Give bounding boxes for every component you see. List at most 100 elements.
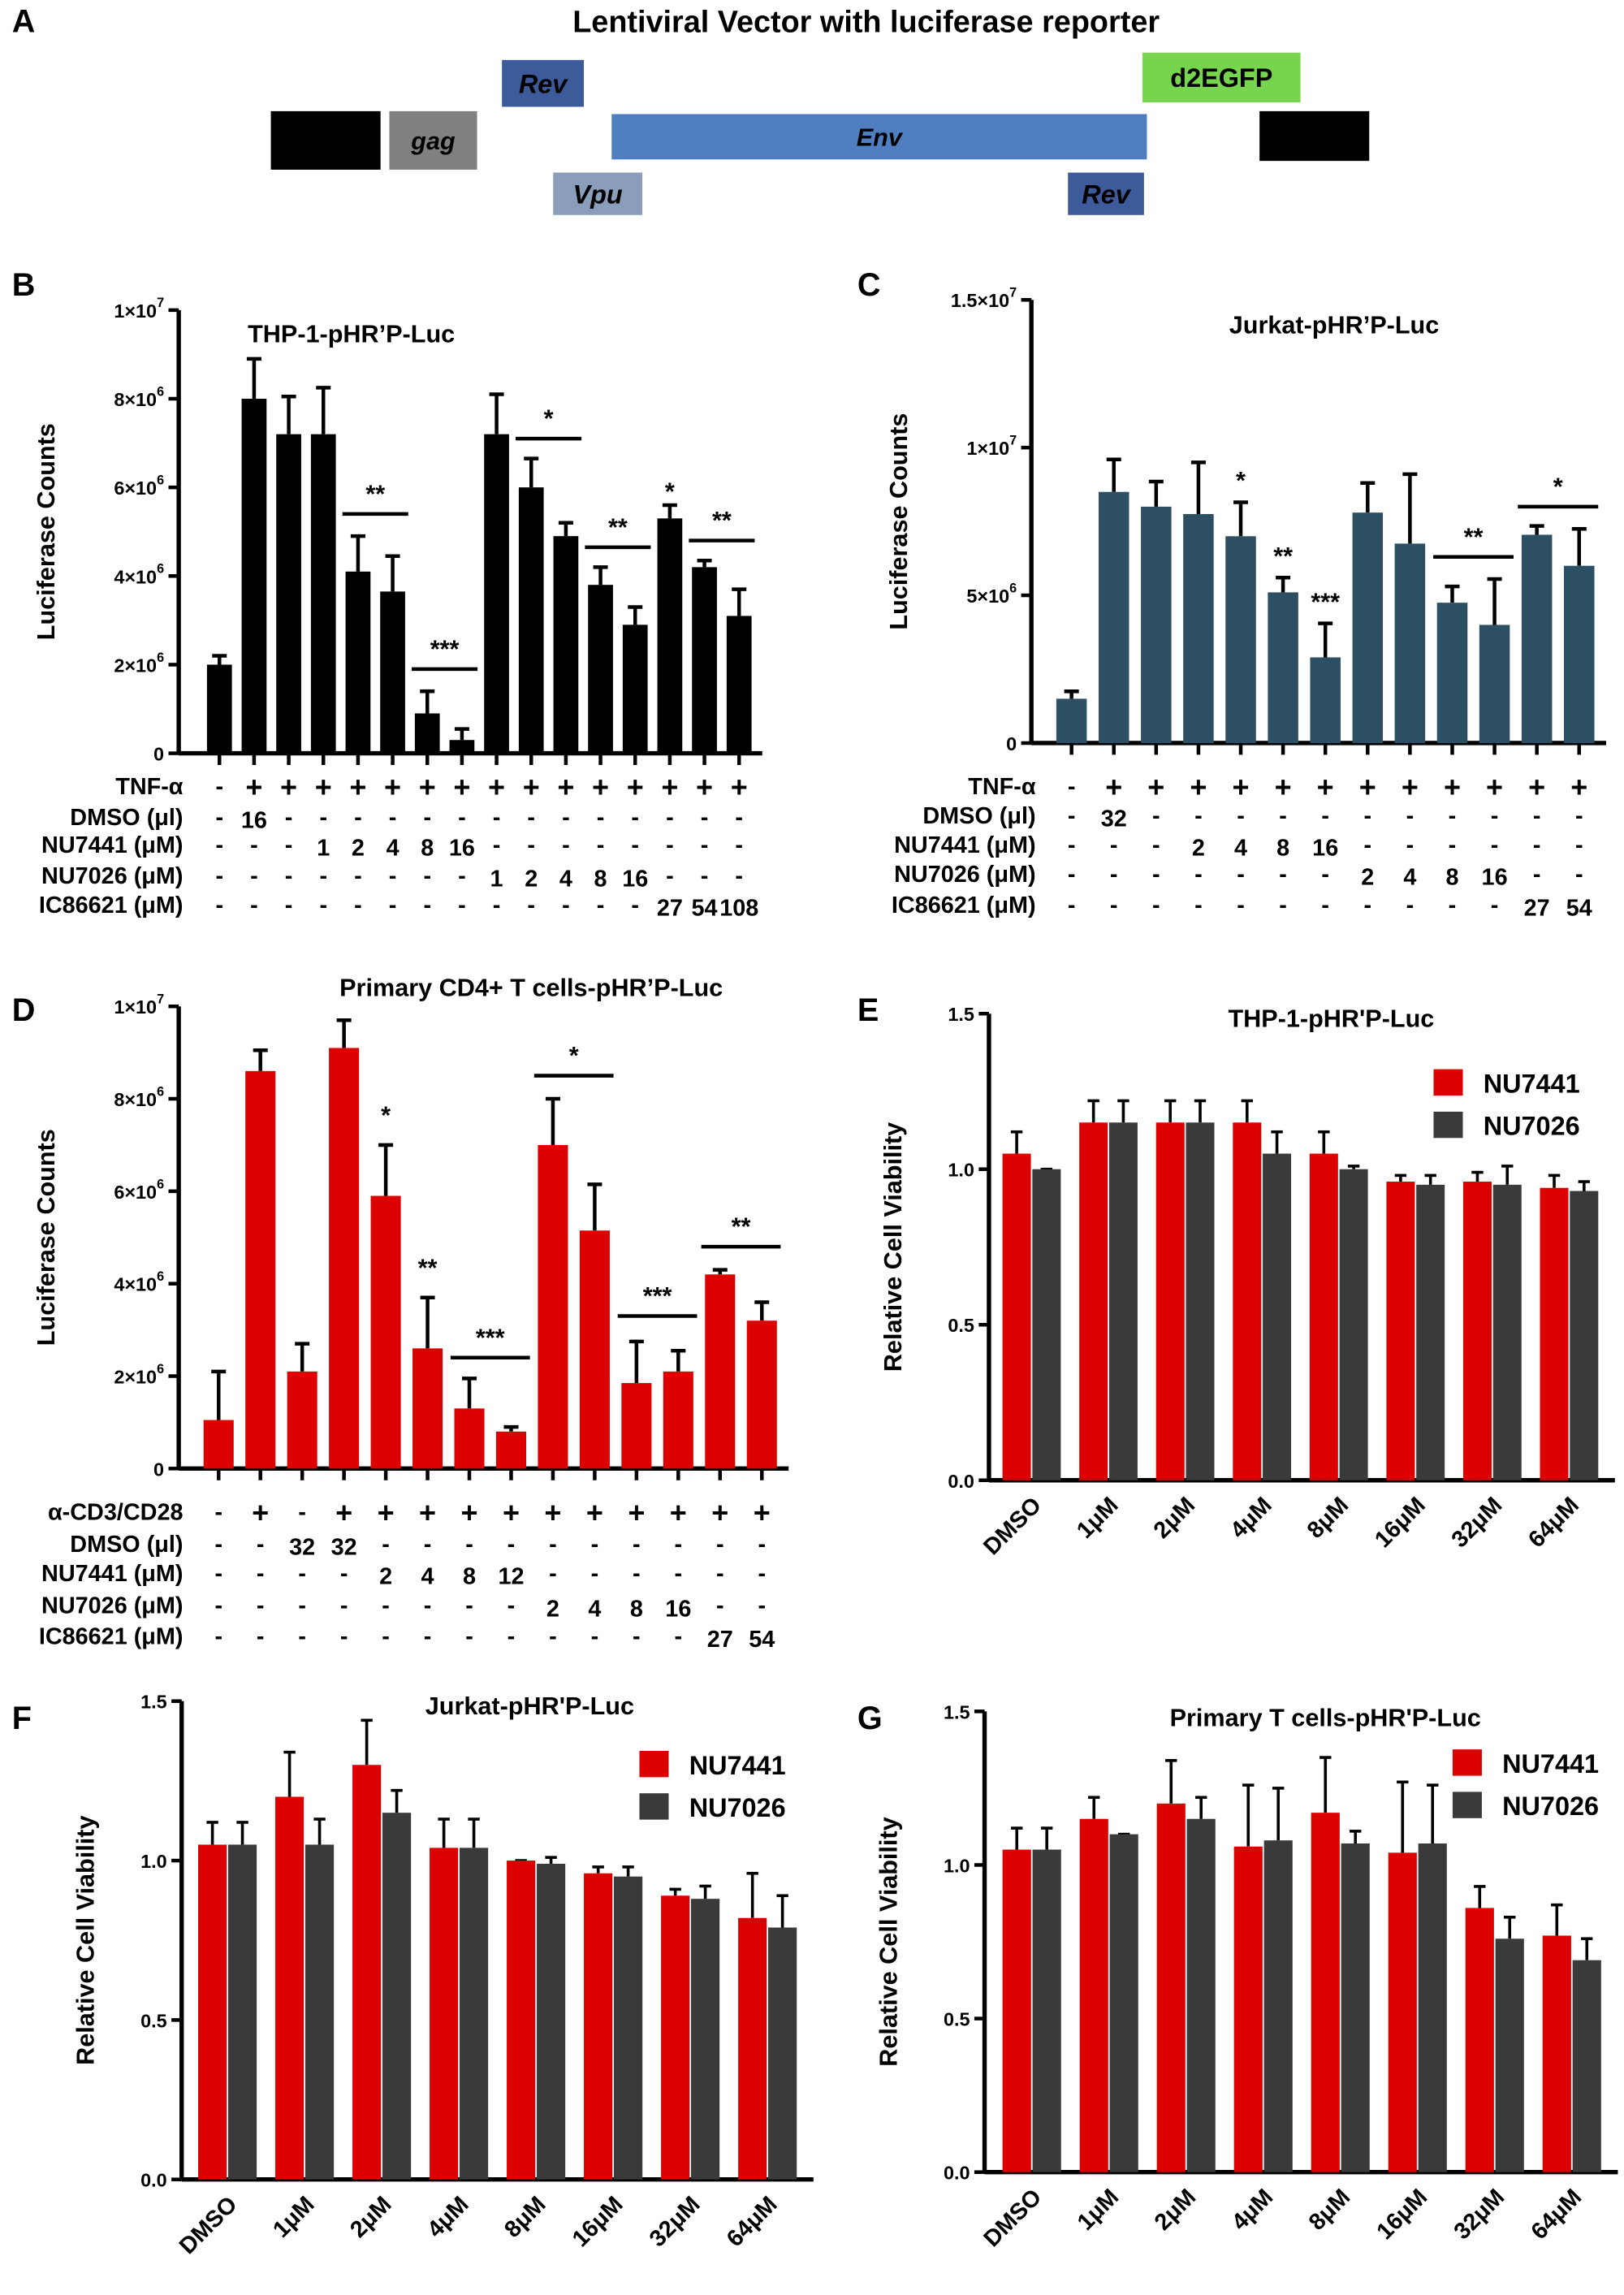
- condition-cell: -: [716, 1561, 724, 1587]
- bar: [449, 740, 475, 754]
- significance-label: *: [569, 1042, 579, 1070]
- y-axis-label: Luciferase Counts: [32, 1129, 60, 1346]
- condition-cell: +: [1486, 771, 1503, 804]
- condition-cell: -: [527, 892, 535, 918]
- condition-cell: -: [1321, 862, 1329, 888]
- condition-cell: 4: [559, 866, 572, 892]
- significance-label: **: [608, 513, 628, 541]
- gene-block-label: Rev: [1082, 179, 1131, 209]
- gene-block-env: Env: [611, 114, 1147, 160]
- condition-cell: -: [1406, 892, 1415, 918]
- bar-nu7026: [1418, 1843, 1447, 2172]
- y-tick-label: 1×107: [114, 296, 164, 322]
- gene-block-rect: [553, 172, 643, 215]
- condition-cell: +: [1147, 771, 1164, 804]
- x-tick-label: 16μM: [1370, 1493, 1431, 1554]
- gene-block-label: Vpu: [573, 179, 623, 209]
- gene-block-label: LTR: [300, 126, 352, 157]
- chart-title: THP-1-pHR’P-Luc: [248, 320, 455, 348]
- condition-cell: +: [245, 771, 262, 804]
- gene-block-gag: gag: [389, 110, 477, 170]
- y-tick-label: 0.0: [948, 1471, 974, 1492]
- condition-cell: +: [544, 1496, 561, 1529]
- bar-nu7441: [661, 1895, 690, 2180]
- condition-cell: -: [527, 832, 535, 858]
- condition-cell: -: [1364, 892, 1372, 918]
- legend-label: NU7026: [689, 1793, 786, 1822]
- condition-cell: +: [1275, 771, 1292, 804]
- bar: [287, 1371, 317, 1469]
- condition-cell: -: [389, 892, 397, 918]
- chart-panel-b: THP-1-pHR’P-Luc Luciferase Counts 0 2×106 4×…: [32, 296, 762, 922]
- condition-cell: -: [735, 863, 743, 889]
- condition-cell: 108: [719, 896, 758, 922]
- condition-cell: 8: [1276, 836, 1289, 862]
- condition-cell: +: [627, 771, 644, 804]
- condition-cell: +: [661, 771, 678, 804]
- bar: [657, 518, 683, 754]
- condition-cell: +: [523, 771, 540, 804]
- y-tick-label: 1.0: [948, 1160, 974, 1181]
- x-tick-label: 8μM: [1304, 2184, 1355, 2235]
- condition-cell: -: [1533, 832, 1541, 858]
- bar: [310, 434, 336, 754]
- y-axis-label: Relative Cell Viability: [72, 1816, 100, 2065]
- y-tick-label: 0: [153, 1459, 164, 1480]
- condition-cell: +: [731, 771, 748, 804]
- bar: [412, 1348, 443, 1469]
- significance-label: *: [1236, 467, 1246, 495]
- condition-cell: 27: [1524, 896, 1550, 922]
- condition-cell: -: [493, 892, 501, 918]
- legend-label: NU7441: [689, 1751, 786, 1780]
- condition-cell: -: [527, 805, 535, 831]
- condition-cell: -: [319, 892, 327, 918]
- bar-nu7441: [1002, 1153, 1031, 1480]
- y-tick-label: 6×106: [114, 473, 164, 499]
- bar: [1098, 491, 1129, 743]
- condition-cell: +: [1359, 771, 1376, 804]
- significance-label: **: [712, 507, 732, 534]
- y-tick-label: 5×106: [966, 581, 1017, 607]
- legend-label: NU7441: [1502, 1749, 1599, 1779]
- legend-swatch: [1452, 1749, 1482, 1776]
- condition-cell: +: [280, 771, 297, 804]
- bar-nu7441: [1233, 1846, 1263, 2172]
- bar: [1436, 603, 1468, 743]
- condition-cell: -: [257, 1532, 265, 1558]
- condition-cell: +: [586, 1496, 603, 1529]
- x-tick-label: 64μM: [1527, 2184, 1587, 2245]
- condition-cell: -: [214, 1593, 222, 1619]
- gene-block-rev: Rev: [1068, 172, 1144, 215]
- condition-row-label: IC86621 (μM): [39, 892, 184, 918]
- condition-cell: -: [465, 1623, 473, 1649]
- condition-row-label: NU7441 (μM): [894, 832, 1035, 858]
- tick-exponent: 6: [157, 562, 164, 577]
- condition-cell: 16: [622, 866, 648, 892]
- condition-cell: -: [354, 892, 362, 918]
- bar-nu7441: [1079, 1122, 1108, 1480]
- chart-title: Primary T cells-pHR'P-Luc: [1170, 1704, 1481, 1731]
- condition-cell: -: [675, 1532, 683, 1558]
- condition-row-label: DMSO (μl): [70, 805, 183, 831]
- panel-letter: B: [12, 267, 36, 303]
- condition-cell: -: [631, 892, 639, 918]
- condition-cell: -: [562, 832, 570, 858]
- legend-label: NU7026: [1502, 1791, 1599, 1821]
- condition-cell: +: [378, 1496, 395, 1529]
- chart-title: Jurkat-pHR'P-Luc: [425, 1692, 634, 1720]
- condition-row-label: NU7441 (μM): [41, 832, 183, 858]
- panel-letter: F: [12, 1701, 32, 1736]
- condition-cell: -: [298, 1593, 306, 1619]
- significance-label: ***: [430, 635, 460, 663]
- bar-nu7441: [430, 1848, 459, 2180]
- condition-cell: 27: [657, 896, 683, 922]
- condition-cell: 16: [241, 807, 267, 833]
- bar-nu7441: [1462, 1182, 1492, 1480]
- bar-nu7441: [1309, 1153, 1338, 1480]
- significance-label: *: [1553, 473, 1563, 501]
- condition-cell: -: [424, 1593, 432, 1619]
- condition-cell: -: [1406, 832, 1415, 858]
- condition-cell: 54: [749, 1627, 775, 1653]
- condition-cell: -: [549, 1561, 557, 1587]
- y-tick-label: 0.5: [944, 2009, 970, 2030]
